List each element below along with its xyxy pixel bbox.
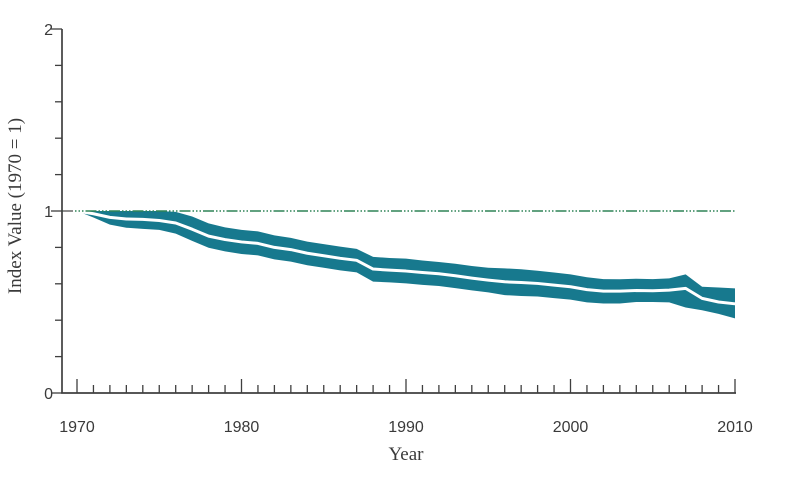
y-axis-title: Index Value (1970 = 1) [5,118,26,294]
x-tick-label: 1990 [388,419,424,436]
index-central-line [75,209,737,306]
x-tick-label: 1980 [224,419,260,436]
plot-area: 0 1 2 1970 1980 1990 2000 2010 [44,22,753,436]
confidence-band [77,211,735,319]
x-tick-label: 2010 [717,419,753,436]
x-axis-title: Year [388,444,424,465]
x-tick-label: 1970 [59,419,95,436]
y-tick-label: 2 [44,22,53,39]
y-tick-label: 1 [44,204,53,221]
x-tick-label: 2000 [553,419,589,436]
y-tick-label: 0 [44,386,53,403]
